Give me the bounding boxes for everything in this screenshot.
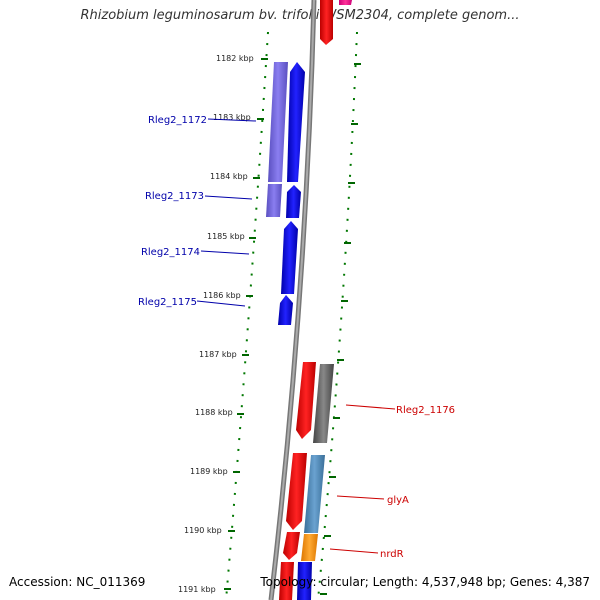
gene-rleg2-1174[interactable] <box>281 221 298 294</box>
map-title: Rhizobium leguminosarum bv. trifolii WSM… <box>80 8 520 23</box>
right-label-connectors <box>329 404 396 554</box>
topology-summary: Topology: circular; Length: 4,537,948 bp… <box>260 575 590 589</box>
kbp-label-1188: 1188 kbp <box>195 408 233 417</box>
gene-nrdr-orange[interactable] <box>301 534 318 561</box>
inner-major-ticks <box>224 58 268 590</box>
kbp-label-1182: 1182 kbp <box>216 54 254 63</box>
feature-top-red[interactable] <box>320 0 333 45</box>
gene-label-rleg2-1174[interactable]: Rleg2_1174 <box>141 247 200 258</box>
gene-rleg2-1176-red[interactable] <box>296 362 316 439</box>
kbp-label-1187: 1187 kbp <box>199 350 237 359</box>
gene-rleg2-1172-inner[interactable] <box>287 62 305 182</box>
gene-rleg2-1176-gray[interactable] <box>313 364 334 443</box>
kbp-label-1184: 1184 kbp <box>210 172 248 181</box>
gene-nrdr-red[interactable] <box>283 532 300 560</box>
feature-top-pink[interactable] <box>339 0 352 5</box>
gene-label-glya[interactable]: glyA <box>387 495 409 506</box>
gene-rleg2-1173-inner[interactable] <box>286 185 301 218</box>
gene-rleg2-1175[interactable] <box>278 295 293 325</box>
gene-label-rleg2-1176[interactable]: Rleg2_1176 <box>396 405 455 416</box>
gene-label-nrdr[interactable]: nrdR <box>380 549 404 560</box>
kbp-label-1191: 1191 kbp <box>178 585 216 594</box>
left-label-connectors <box>196 118 257 307</box>
kbp-label-1183: 1183 kbp <box>213 113 251 122</box>
kbp-label-1186: 1186 kbp <box>203 291 241 300</box>
kbp-label-1185: 1185 kbp <box>207 232 245 241</box>
gene-label-rleg2-1173[interactable]: Rleg2_1173 <box>145 191 204 202</box>
kbp-label-1190: 1190 kbp <box>184 526 222 535</box>
gene-glya-red[interactable] <box>286 453 307 530</box>
accession-text: Accession: NC_011369 <box>9 575 146 589</box>
gene-rleg2-1173-outer[interactable] <box>266 184 282 217</box>
feature-bottom-red[interactable] <box>279 562 294 600</box>
kbp-label-1189: 1189 kbp <box>190 467 228 476</box>
feature-bottom-blue[interactable] <box>297 562 312 600</box>
gene-label-rleg2-1175[interactable]: Rleg2_1175 <box>138 297 197 308</box>
gene-rleg2-1172-outer[interactable] <box>268 62 288 182</box>
inner-tick-ring <box>225 31 269 600</box>
gene-glya-steel[interactable] <box>304 455 325 533</box>
backbone-arc-highlight <box>270 0 315 600</box>
outer-tick-ring <box>317 31 358 600</box>
gene-label-rleg2-1172[interactable]: Rleg2_1172 <box>148 115 207 126</box>
outer-major-ticks <box>320 63 361 595</box>
